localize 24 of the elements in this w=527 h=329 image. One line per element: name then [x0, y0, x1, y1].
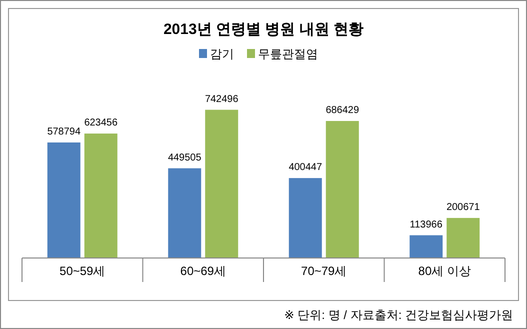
data-label: 742496 [204, 94, 239, 105]
bar [205, 110, 238, 258]
bar [47, 142, 80, 258]
data-label: 113966 [410, 219, 443, 230]
x-tick-label: 80세 이상 [418, 264, 471, 278]
bar [446, 218, 480, 258]
bar [410, 235, 443, 258]
legend-label: 감기 [210, 47, 234, 61]
bar [84, 134, 118, 258]
x-tick-label: 60~69세 [180, 264, 226, 278]
legend-label: 무릎관절염 [258, 47, 318, 61]
data-label: 200671 [446, 202, 480, 213]
bar [288, 178, 322, 258]
text: ※ 단위: 명 / 자료출처: 건강보험심사평가원 [284, 308, 513, 322]
bar [168, 168, 202, 258]
x-tick-label: 70~79세 [301, 264, 347, 278]
data-label: 623456 [84, 118, 118, 129]
bar [326, 120, 359, 258]
data-label: 686429 [326, 104, 360, 116]
data-label: 578794 [47, 126, 81, 138]
x-tick-label: 50~59세 [60, 264, 106, 278]
data-label: 400447 [288, 162, 322, 174]
data-label: 449505 [168, 152, 202, 164]
chart-title: 2013년 연령별 병원 내원 현황 [163, 21, 364, 38]
